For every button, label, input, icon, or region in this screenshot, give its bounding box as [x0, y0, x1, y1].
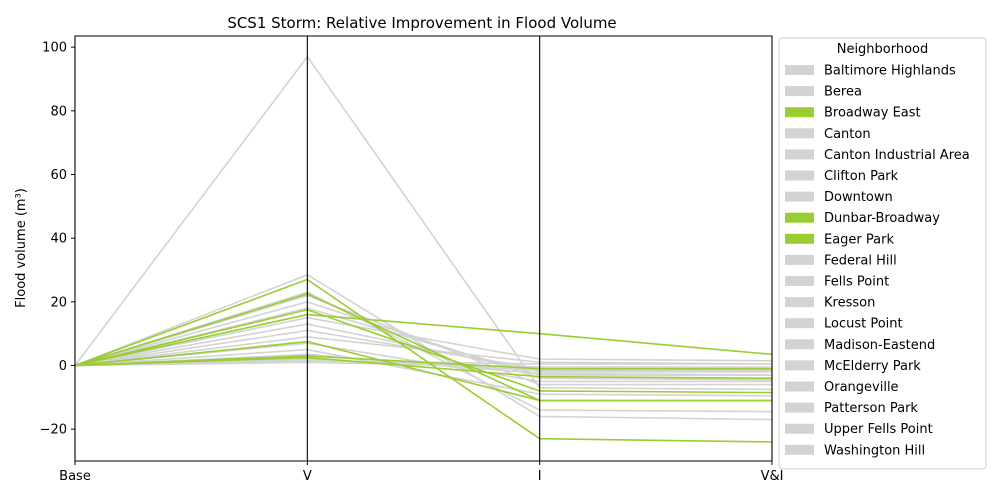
legend-swatch [785, 423, 814, 434]
y-tick-label: 80 [50, 104, 67, 119]
plot-frame [74, 35, 773, 462]
y-tick-label: 40 [50, 232, 67, 247]
series-line-6 [74, 300, 773, 381]
x-tick-label: V&I [761, 469, 784, 484]
legend-entry-label: Canton [824, 127, 871, 142]
legend-swatch [785, 360, 814, 371]
y-tick-label: 100 [42, 41, 67, 56]
legend-entry-label: Clifton Park [824, 169, 899, 184]
series-line-2 [74, 273, 773, 421]
axes: −20 0 20 40 60 80 100 Base V I V&I [40, 35, 784, 484]
y-tick-label: −20 [40, 423, 67, 438]
y-tick-label: 0 [59, 359, 67, 374]
legend-entry-label: Eager Park [824, 232, 894, 247]
legend-entry-label: Dunbar-Broadway [824, 211, 940, 226]
y-axis-label: Flood volume (m³) [14, 188, 29, 308]
y-tick-label: 60 [50, 168, 67, 183]
legend-entry-label: Madison-Eastend [824, 338, 935, 353]
legend-swatch [785, 402, 814, 413]
series-line-20 [74, 308, 773, 394]
legend-entry-label: Orangeville [824, 380, 899, 395]
y-tick-label: 20 [50, 295, 67, 310]
x-tick-label: I [538, 469, 542, 484]
series-line-1 [74, 55, 773, 391]
legend-entry-label: Patterson Park [824, 401, 918, 416]
legend-entry-label: Upper Fells Point [824, 422, 933, 437]
chart-title: SCS1 Storm: Relative Improvement in Floo… [227, 14, 616, 32]
legend-entry-label: Downtown [824, 190, 893, 205]
legend-swatch [785, 381, 814, 392]
legend-title: Neighborhood [837, 42, 929, 57]
legend-swatch [785, 191, 814, 202]
legend-swatch [785, 128, 814, 139]
legend-entry-label: Berea [824, 85, 862, 100]
legend-entry-label: Canton Industrial Area [824, 148, 970, 163]
legend-swatch [785, 254, 814, 265]
legend-entry-label: Broadway East [824, 106, 921, 121]
legend: Neighborhood Baltimore Highlands Berea Broa… [778, 37, 987, 470]
legend-swatch [785, 339, 814, 350]
legend-swatch [785, 170, 814, 181]
legend-swatch [785, 65, 814, 75]
legend-entry-label: Federal Hill [824, 253, 897, 268]
legend-swatch [785, 149, 814, 160]
plot-lines [74, 55, 773, 443]
legend-swatch [785, 107, 814, 118]
legend-swatch [785, 318, 814, 329]
legend-entry-label: Baltimore Highlands [824, 64, 956, 79]
legend-entry-label: Fells Point [824, 275, 889, 290]
series-line-19 [74, 361, 772, 368]
x-tick-label: Base [59, 469, 91, 484]
series-line-3 [74, 278, 773, 443]
legend-swatch [785, 86, 814, 97]
series-line-10 [74, 316, 773, 367]
legend-entry-label: Washington Hill [824, 443, 925, 458]
series-line-23 [74, 356, 773, 380]
legend-entry-label: McElderry Park [824, 359, 921, 374]
legend-swatch [785, 233, 814, 244]
legend-swatch [785, 297, 814, 308]
series-line-9 [74, 313, 773, 367]
legend-box [778, 37, 987, 470]
legend-entry-label: Locust Point [824, 317, 903, 332]
series-line-21 [74, 340, 772, 402]
legend-entry-label: Kresson [824, 296, 875, 311]
x-tick-label: V [303, 469, 312, 484]
legend-swatch [785, 276, 814, 286]
legend-swatch [785, 444, 814, 455]
legend-swatch [785, 212, 814, 223]
